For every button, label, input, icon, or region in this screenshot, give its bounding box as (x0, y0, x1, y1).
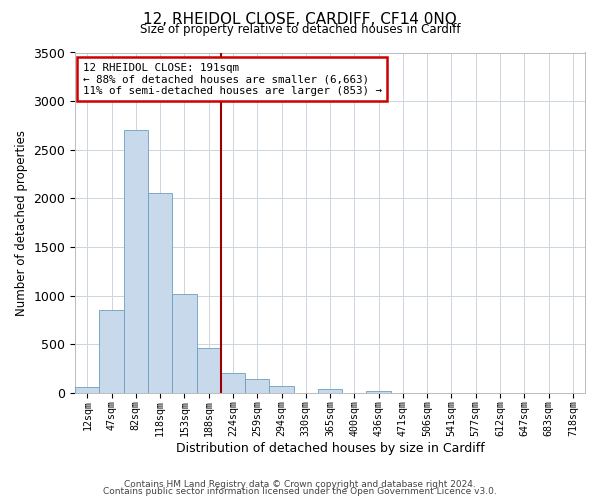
Text: Size of property relative to detached houses in Cardiff: Size of property relative to detached ho… (140, 22, 460, 36)
Bar (148, 192, 172, 393)
Bar (172, 294, 197, 393)
Bar (221, 374, 245, 393)
Bar (245, 378, 269, 393)
X-axis label: Distribution of detached houses by size in Cardiff: Distribution of detached houses by size … (176, 442, 484, 455)
Bar (100, 310, 124, 393)
Bar (367, 391, 391, 393)
Bar (318, 390, 342, 393)
Text: Contains public sector information licensed under the Open Government Licence v3: Contains public sector information licen… (103, 487, 497, 496)
Text: 12, RHEIDOL CLOSE, CARDIFF, CF14 0NQ: 12, RHEIDOL CLOSE, CARDIFF, CF14 0NQ (143, 12, 457, 28)
Text: 12 RHEIDOL CLOSE: 191sqm
← 88% of detached houses are smaller (6,663)
11% of sem: 12 RHEIDOL CLOSE: 191sqm ← 88% of detach… (83, 62, 382, 96)
Text: Contains HM Land Registry data © Crown copyright and database right 2024.: Contains HM Land Registry data © Crown c… (124, 480, 476, 489)
Bar (75, 387, 100, 393)
Bar (197, 348, 221, 393)
Bar (269, 386, 293, 393)
Y-axis label: Number of detached properties: Number of detached properties (15, 130, 28, 316)
Bar (124, 130, 148, 393)
